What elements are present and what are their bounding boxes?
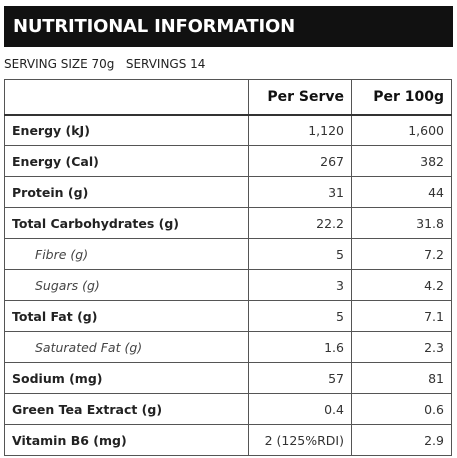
per-serve-value: 22.2 bbox=[248, 207, 352, 239]
table-row: Saturated Fat (g) 1.6 2.3 bbox=[4, 331, 452, 363]
per-serve-value: 5 bbox=[248, 238, 352, 270]
per-100g-value: 2.9 bbox=[351, 424, 452, 456]
per-100g-value: 0.6 bbox=[351, 393, 452, 425]
table-header-row: Per Serve Per 100g bbox=[4, 79, 452, 116]
table-row: Total Fat (g) 5 7.1 bbox=[4, 300, 452, 332]
per-100g-value: 31.8 bbox=[351, 207, 452, 239]
table-row: Vitamin B6 (mg) 2 (125%RDI) 2.9 bbox=[4, 424, 452, 456]
per-serve-value: 0.4 bbox=[248, 393, 352, 425]
per-serve-value: 3 bbox=[248, 269, 352, 301]
per-100g-value: 2.3 bbox=[351, 331, 452, 363]
nutrient-label: Sodium (mg) bbox=[4, 362, 249, 394]
per-serve-value: 31 bbox=[248, 176, 352, 208]
nutrient-label: Energy (Cal) bbox=[4, 145, 249, 177]
nutrient-label: Energy (kJ) bbox=[4, 114, 249, 146]
per-serve-value: 1.6 bbox=[248, 331, 352, 363]
per-serve-value: 5 bbox=[248, 300, 352, 332]
nutrient-label: Green Tea Extract (g) bbox=[4, 393, 249, 425]
table-row: Total Carbohydrates (g) 22.2 31.8 bbox=[4, 207, 452, 239]
per-100g-value: 81 bbox=[351, 362, 452, 394]
nutrient-label: Fibre (g) bbox=[4, 238, 249, 270]
per-serve-value: 267 bbox=[248, 145, 352, 177]
table-row: Sugars (g) 3 4.2 bbox=[4, 269, 452, 301]
column-header-nutrient bbox=[4, 79, 249, 116]
column-header-per-serve: Per Serve bbox=[248, 79, 352, 116]
per-serve-value: 57 bbox=[248, 362, 352, 394]
nutrient-label: Sugars (g) bbox=[4, 269, 249, 301]
table-row: Protein (g) 31 44 bbox=[4, 176, 452, 208]
per-100g-value: 7.2 bbox=[351, 238, 452, 270]
per-serve-value: 1,120 bbox=[248, 114, 352, 146]
nutrient-label: Saturated Fat (g) bbox=[4, 331, 249, 363]
table-row: Sodium (mg) 57 81 bbox=[4, 362, 452, 394]
table-row: Fibre (g) 5 7.2 bbox=[4, 238, 452, 270]
nutrient-label: Protein (g) bbox=[4, 176, 249, 208]
per-100g-value: 44 bbox=[351, 176, 452, 208]
per-100g-value: 7.1 bbox=[351, 300, 452, 332]
per-serve-value: 2 (125%RDI) bbox=[248, 424, 352, 456]
per-100g-value: 1,600 bbox=[351, 114, 452, 146]
column-header-per-100g: Per 100g bbox=[351, 79, 452, 116]
nutrition-title: NUTRITIONAL INFORMATION bbox=[4, 6, 453, 47]
table-row: Green Tea Extract (g) 0.4 0.6 bbox=[4, 393, 452, 425]
table-row: Energy (Cal) 267 382 bbox=[4, 145, 452, 177]
per-100g-value: 382 bbox=[351, 145, 452, 177]
per-100g-value: 4.2 bbox=[351, 269, 452, 301]
nutrient-label: Vitamin B6 (mg) bbox=[4, 424, 249, 456]
nutrient-label: Total Fat (g) bbox=[4, 300, 249, 332]
nutrition-table: Per Serve Per 100g Energy (kJ) 1,120 1,600… bbox=[4, 79, 452, 456]
nutrient-label: Total Carbohydrates (g) bbox=[4, 207, 249, 239]
table-row: Energy (kJ) 1,120 1,600 bbox=[4, 114, 452, 146]
serving-info: SERVING SIZE 70g SERVINGS 14 bbox=[4, 57, 206, 71]
